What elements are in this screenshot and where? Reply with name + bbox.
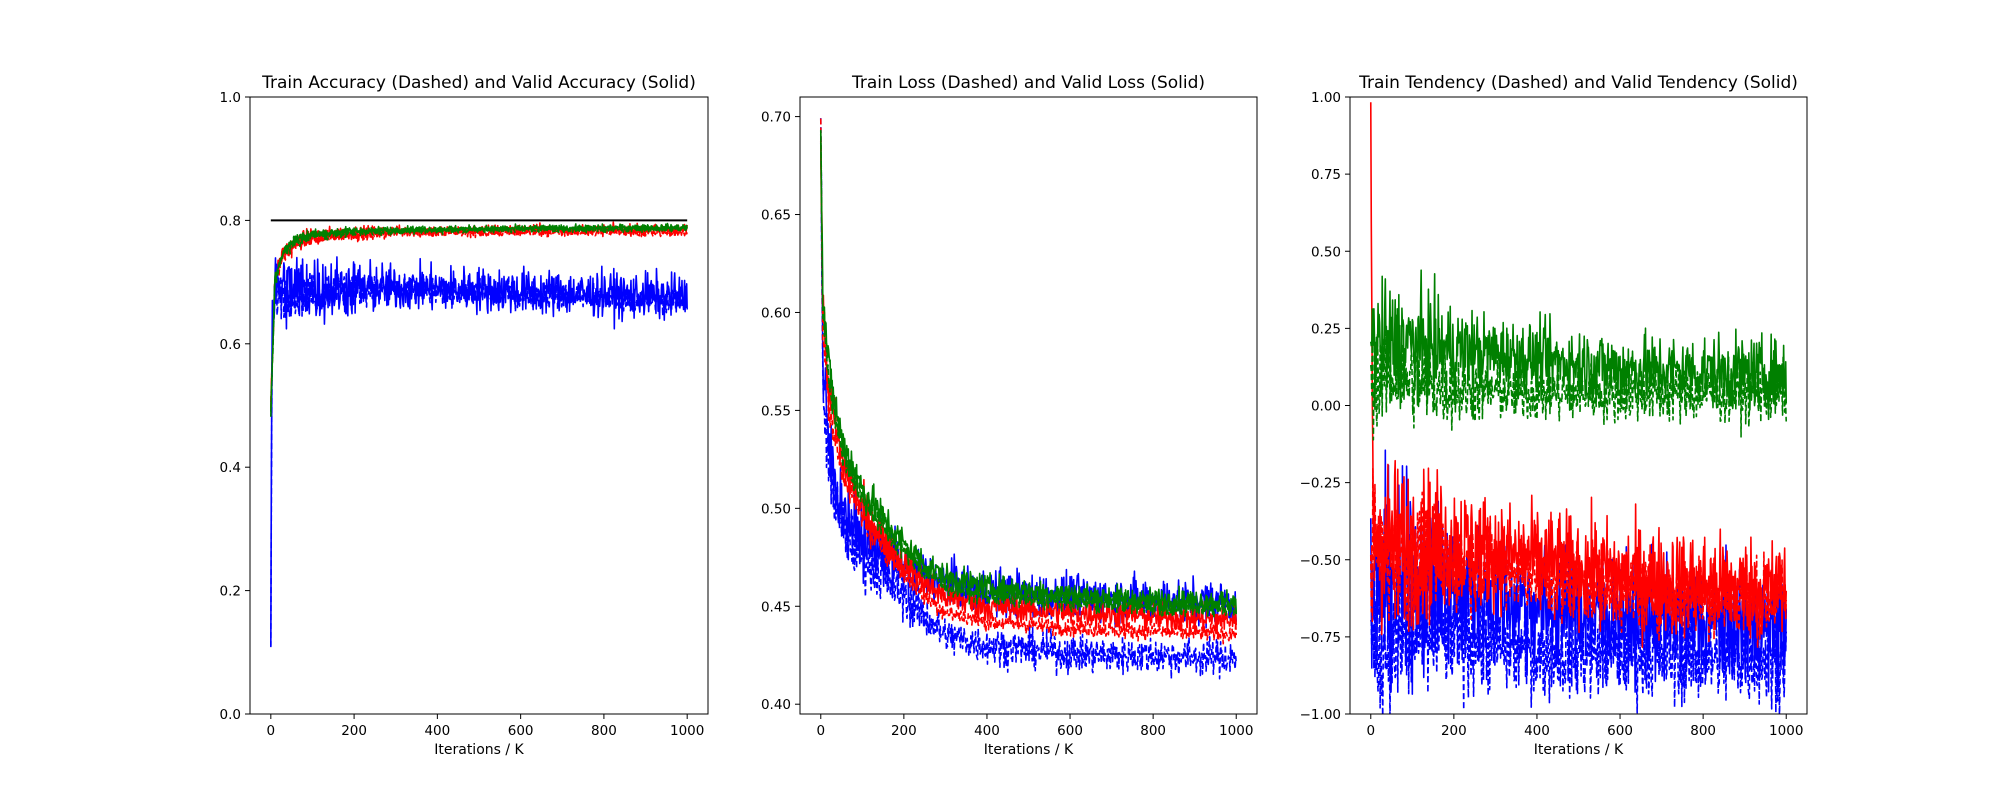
series-5-solid-line: [819, 130, 1238, 617]
x-tick-label: 800: [591, 723, 617, 739]
x-tick-label: 800: [1140, 723, 1166, 739]
y-tick-label: −1.00: [1300, 707, 1341, 723]
y-tick-label: −0.75: [1300, 630, 1341, 646]
y-tick-label: 0.55: [761, 403, 791, 419]
y-tick-label: 0.4: [220, 460, 241, 476]
y-tick-label: 0.6: [220, 337, 241, 353]
chart-title: Train Loss (Dashed) and Valid Loss (Soli…: [851, 73, 1205, 93]
series-4-dashed-line: [270, 224, 688, 417]
series-1-solid-line: [819, 142, 1238, 629]
plot-area: [270, 219, 688, 648]
y-tick-label: 0.70: [761, 110, 791, 126]
series-0-dashed-line: [819, 118, 1238, 680]
series-3-solid-line: [819, 140, 1238, 633]
x-tick-label: 600: [508, 723, 534, 739]
y-tick-label: 0.0: [220, 707, 241, 723]
y-tick-label: 0.25: [1311, 321, 1341, 337]
tendency-chart: 0 200 400 600 800 1000 −1.00 −0.75 −0.50 −0.25 0.0…: [1300, 73, 1808, 758]
y-tick-label: 0.00: [1311, 399, 1341, 415]
series-0-dashed-line: [270, 226, 688, 402]
x-tick-label: 1000: [670, 723, 704, 739]
y-tick-label: 0.50: [1311, 244, 1341, 260]
y-tick-label: 0.45: [761, 599, 791, 615]
y-tick-label: 0.8: [220, 213, 241, 229]
series-5-solid-line: [270, 222, 688, 412]
loss-chart: 0 200 400 600 800 1000 0.40 0.45 0.50 0.55 0.60 0.6…: [761, 73, 1258, 758]
y-tick-label: 0.40: [761, 697, 791, 713]
chart-title: Train Accuracy (Dashed) and Valid Accura…: [261, 73, 696, 93]
y-tick-label: 1.00: [1311, 90, 1341, 106]
plot-area: [1369, 102, 1788, 714]
plot-area: [819, 118, 1238, 680]
x-axis-label: Iterations / K: [984, 742, 1074, 758]
chart-title: Train Tendency (Dashed) and Valid Tenden…: [1358, 73, 1798, 93]
accuracy-chart: 0 200 400 600 800 1000 0.0 0.2 0.4 0.6 0.8 1.0 Train…: [220, 73, 709, 758]
x-tick-label: 400: [424, 723, 450, 739]
x-axis-label: Iterations / K: [434, 742, 524, 758]
y-tick-label: 0.2: [220, 584, 241, 600]
y-tick-label: 1.0: [220, 90, 241, 106]
x-tick-label: 600: [1607, 723, 1633, 739]
x-tick-label: 200: [341, 723, 367, 739]
x-tick-label: 1000: [1219, 723, 1253, 739]
x-tick-label: 200: [1441, 723, 1467, 739]
y-tick-label: −0.50: [1300, 553, 1341, 569]
series-5-solid-line: [1369, 269, 1788, 421]
x-tick-label: 600: [1057, 723, 1083, 739]
axes-frame: [249, 96, 709, 715]
y-tick-label: 0.60: [761, 305, 791, 321]
y-tick-label: 0.65: [761, 208, 791, 224]
series-3-solid-line: [1369, 102, 1788, 649]
axes-frame: [799, 96, 1258, 715]
x-tick-label: 200: [891, 723, 917, 739]
x-tick-label: 400: [1524, 723, 1550, 739]
y-tick-label: 0.75: [1311, 167, 1341, 183]
x-tick-label: 0: [1366, 723, 1375, 739]
x-axis-label: Iterations / K: [1534, 742, 1624, 758]
y-tick-label: −0.25: [1300, 476, 1341, 492]
x-tick-label: 800: [1690, 723, 1716, 739]
x-tick-label: 400: [974, 723, 1000, 739]
series-3-solid-line: [270, 256, 688, 646]
series-2-dashed-line: [270, 270, 688, 648]
y-tick-label: 0.50: [761, 501, 791, 517]
x-tick-label: 0: [267, 723, 276, 739]
x-tick-label: 0: [816, 723, 825, 739]
series-1-solid-line: [270, 221, 688, 412]
x-tick-label: 1000: [1769, 723, 1803, 739]
